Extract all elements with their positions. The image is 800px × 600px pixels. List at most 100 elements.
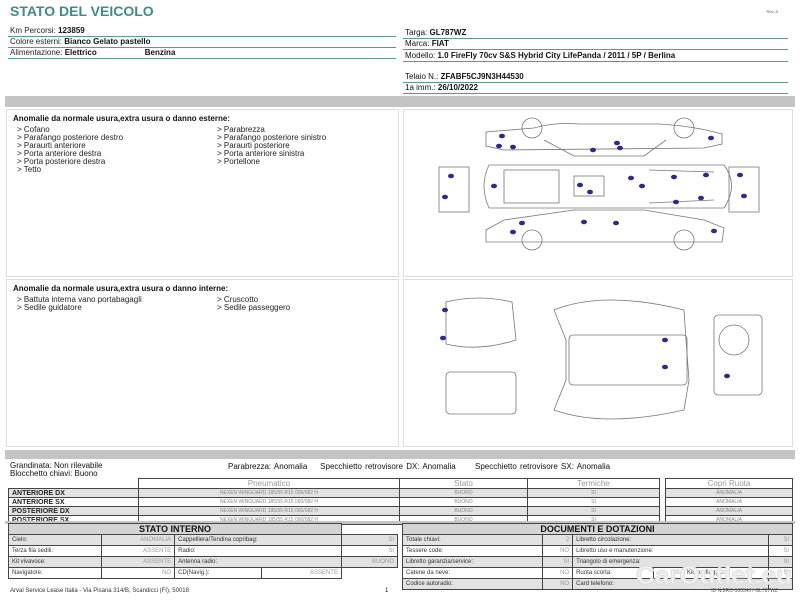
immatricolazione-row: 1a imm.: 26/10/2022 [403,83,788,94]
tyre-termiche: SI [527,497,660,507]
tyre-row: ANTERIORE SX NEXEN WINGUARD 185/55 R15 00… [8,497,660,507]
dashboard-view [713,314,763,396]
field-label: Codice autoradio: [402,578,543,590]
interior-title: Anomalie da normale usura,extra usura o … [13,284,229,293]
field-label: Cappelliera/Tendina copribag: [174,534,342,546]
field-label: Totale chiavi: [402,534,543,546]
field-value: SI [340,534,399,546]
tyre-position: POSTERIORE DX [8,506,139,516]
exterior-diagram [403,109,793,277]
tyre-stato: BUONO [399,497,528,507]
tyre-model: NEXEN WINGUARD 185/55 R15 000/082 H [138,506,400,516]
rear-glass-view [445,371,517,415]
field-label: Kit vivavoce: [8,556,102,568]
exterior-damage-item: > Parafango posteriore sinistro [217,133,327,142]
section-row: Cielo: ANOMALIA Cappelliera/Tendina coprib… [8,534,399,546]
grandinata: Grandinata: Non rilevabile [10,461,103,470]
damage-marker [628,175,634,181]
field-value: SI [768,545,793,557]
divider-bar [5,450,795,459]
field-label: Radio: [174,545,342,557]
copri-ruota: ANOMALIA [665,506,793,516]
car-front-view [438,166,470,213]
field-label: Cielo: [8,534,102,546]
exterior-damage-item: > Tetto [17,165,42,174]
damage-marker [510,229,516,235]
damage-marker [442,194,448,200]
field-label: Terza fila sedili: [8,545,102,557]
documenti-table: DOCUMENTI E DOTAZIONI Totale chiavi: 2 Lib… [402,523,793,590]
trunk-view [445,297,517,348]
exterior-damage-item: > Porta posteriore destra [17,157,106,166]
car-exterior-diagram [438,117,760,251]
damage-marker [703,172,709,178]
field-label: Libretto circolazione: [572,534,770,546]
watermark: CarOutlet.eu [635,560,792,591]
field-value: ASSENTE [100,556,176,568]
tyre-stato: BUONO [399,506,528,516]
damage-marker [499,133,505,139]
damage-marker [662,364,668,370]
damage-markers [440,307,730,379]
tyre-termiche: SI [527,488,660,498]
field-label: Card telefono: [572,578,770,590]
damage-marker [741,193,747,199]
interior-damage-item: > Sedile passeggero [217,303,291,312]
km-row: Km Percorsi: 123859 [8,26,396,37]
footer-address: Arval Service Lease Italia - Via Pisana … [10,588,189,594]
field-value: NO [541,545,574,557]
field-value: SI [768,534,793,546]
exterior-damage-item: > Porta anteriore sinistra [217,149,305,158]
parabrezza: Parabrezza: Anomalia [228,462,308,471]
field-value: ASSENTE [261,567,342,579]
field-value: ASSENTE [100,545,176,557]
damage-marker [491,183,497,189]
damage-marker [587,189,593,195]
copri-ruota: ANOMALIA [665,497,793,507]
damage-marker [671,174,677,180]
modello-row: Modello: 1.0 FireFly 70cv S&S Hybrid Cit… [403,50,788,62]
interior-damage-item: > Battuta interna vano portabagagli [17,295,142,304]
field-value: SI [340,545,399,557]
damage-marker [581,219,587,225]
tyre-termiche: SI [527,506,660,516]
checks-right: Parabrezza: Anomalia Specchietto retrovi… [228,462,610,471]
field-value: SI [541,556,574,568]
section-row: Totale chiavi: 2 Libretto circolazione: SI [402,534,793,546]
specchietto-dx: Specchietto retrovisore DX: Anomalia [320,462,456,471]
exterior-damage-item: > Portellone [217,157,260,166]
damage-marker [639,183,645,189]
field-value: ANOMALIA [100,534,176,546]
damage-marker [496,143,502,149]
cabin-view [553,299,690,420]
exterior-title: Anomalie da normale usura,extra usura o … [13,114,230,123]
damage-marker [724,373,730,379]
damage-marker [590,147,596,153]
interior-damage-item: > Cruscotto [217,295,259,304]
damage-markers [442,133,747,235]
interior-damage-panel: Anomalie da normale usura,extra usura o … [6,279,399,447]
tyre-model: NEXEN WINGUARD 185/55 R15 000/082 H [138,497,400,507]
tyre-stato: BUONO [399,488,528,498]
document-id: ID N.0RO-16034J / GL787WZ [711,588,778,594]
damage-marker [510,144,516,150]
checks-left: Grandinata: Non rilevabile Blocchetto ch… [10,462,103,478]
car-interior-diagram [440,297,763,420]
interior-diagram [403,279,793,447]
damage-marker [708,135,714,141]
car-side-top [485,117,723,157]
field-value: BUONO [340,556,399,568]
exterior-damage-item: > Paraurti posteriore [217,141,290,150]
field-label: Catene da neve: [402,567,543,579]
interior-damage-list: > Battuta interna vano portabagagli > Cru… [17,296,398,312]
divider-bar [5,96,795,107]
section-row: Catene da neve: NO Ruota scorta: NO Kit gonf… [402,567,793,579]
exterior-damage-item: > Parafango posteriore destro [17,133,124,142]
section-row: Navigatore: NO CD(Navig.): ASSENTE [8,567,398,579]
section-row: Codice autoradio: NO Card telefono: [402,578,793,590]
tyre-table: Pneumatico Stato Termiche ANTERIORE DX NEXE… [8,478,660,525]
car-side-bottom [485,209,725,251]
exterior-damage-item: > Parabrezza [217,125,265,134]
section-row: Terza fila sedili: ASSENTE Radio: SI [8,545,399,557]
exterior-damage-panel: Anomalie da normale usura,extra usura o … [6,109,399,277]
